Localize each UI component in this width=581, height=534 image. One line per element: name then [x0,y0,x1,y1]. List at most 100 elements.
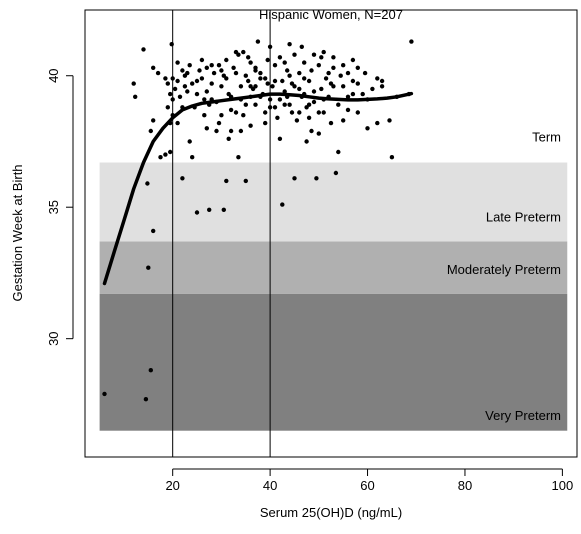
data-point [248,60,253,65]
data-point [204,89,209,94]
data-point [241,113,246,118]
data-point [309,128,314,134]
data-point [289,110,295,115]
data-point [185,70,190,76]
data-point [228,128,234,134]
data-point [231,65,236,71]
y-tick-label: 35 [46,200,61,214]
data-point [177,94,183,100]
data-point [175,120,180,126]
band-very-preterm [99,293,568,431]
data-point [238,128,244,134]
data-point [185,89,190,94]
data-point [187,139,192,144]
data-point [263,120,268,126]
data-point [311,89,317,94]
data-point [141,47,146,52]
data-point [211,70,217,76]
data-point [180,176,185,181]
data-point [277,55,283,60]
data-point [280,202,285,207]
data-point [304,105,309,110]
data-point [194,91,200,97]
data-point [265,57,270,63]
data-point [165,81,170,86]
points-layer [102,39,414,402]
data-point [370,86,375,92]
x-tick-label: 60 [360,478,374,493]
data-point [292,176,297,181]
data-point [175,78,180,84]
data-point [197,68,202,73]
data-point [187,62,192,68]
data-point [236,52,241,57]
data-point [267,44,273,49]
data-point [302,76,307,81]
x-tick-label: 20 [165,478,179,493]
data-point [287,73,292,78]
data-point [297,110,302,115]
data-point [333,170,339,176]
data-point [355,65,360,71]
data-point [272,78,278,84]
data-point [216,120,222,126]
y-axis-label: Gestation Week at Birth [10,164,25,301]
data-point [379,84,385,89]
curve-layer [102,91,414,286]
data-point [272,62,278,68]
data-point [321,49,326,55]
data-point [221,207,226,212]
data-point [336,149,341,155]
data-point [360,91,365,97]
data-point [102,391,107,397]
data-point [375,120,380,126]
data-point [151,118,156,123]
data-point [219,68,224,73]
data-point [277,97,283,102]
data-point [194,78,200,84]
data-point [158,155,163,160]
x-tick-label: 40 [263,478,277,493]
data-point [216,62,222,68]
x-tick-label: 80 [458,478,472,493]
band-label: Moderately Preterm [447,262,561,277]
data-point [168,149,173,155]
data-point [204,126,209,131]
data-point [214,128,219,134]
data-point [265,81,270,86]
data-point [331,55,336,60]
data-point [243,178,248,184]
data-point [292,52,297,57]
data-point [319,55,324,60]
data-point [316,131,321,136]
data-point [226,91,231,97]
data-point [204,65,209,71]
band-late-preterm [99,162,568,242]
data-point [248,84,253,89]
data-point [165,105,170,110]
data-point [253,102,258,107]
data-point [309,68,314,73]
data-point [209,62,214,68]
data-point [306,78,312,84]
y-tick-label: 40 [46,68,61,82]
data-point [326,70,331,76]
data-point [336,102,341,107]
data-point [341,118,346,123]
data-point [226,136,231,141]
data-point [241,49,246,55]
data-point [331,65,336,71]
data-point [243,73,248,78]
data-point [207,207,212,212]
data-point [287,102,292,107]
band-label: Term [532,129,561,144]
data-point [224,178,229,184]
data-point [243,102,248,107]
data-point [263,110,268,115]
data-point [316,62,321,68]
data-point [182,84,188,89]
data-point [267,97,273,102]
data-point [228,107,234,113]
data-point [258,76,263,81]
